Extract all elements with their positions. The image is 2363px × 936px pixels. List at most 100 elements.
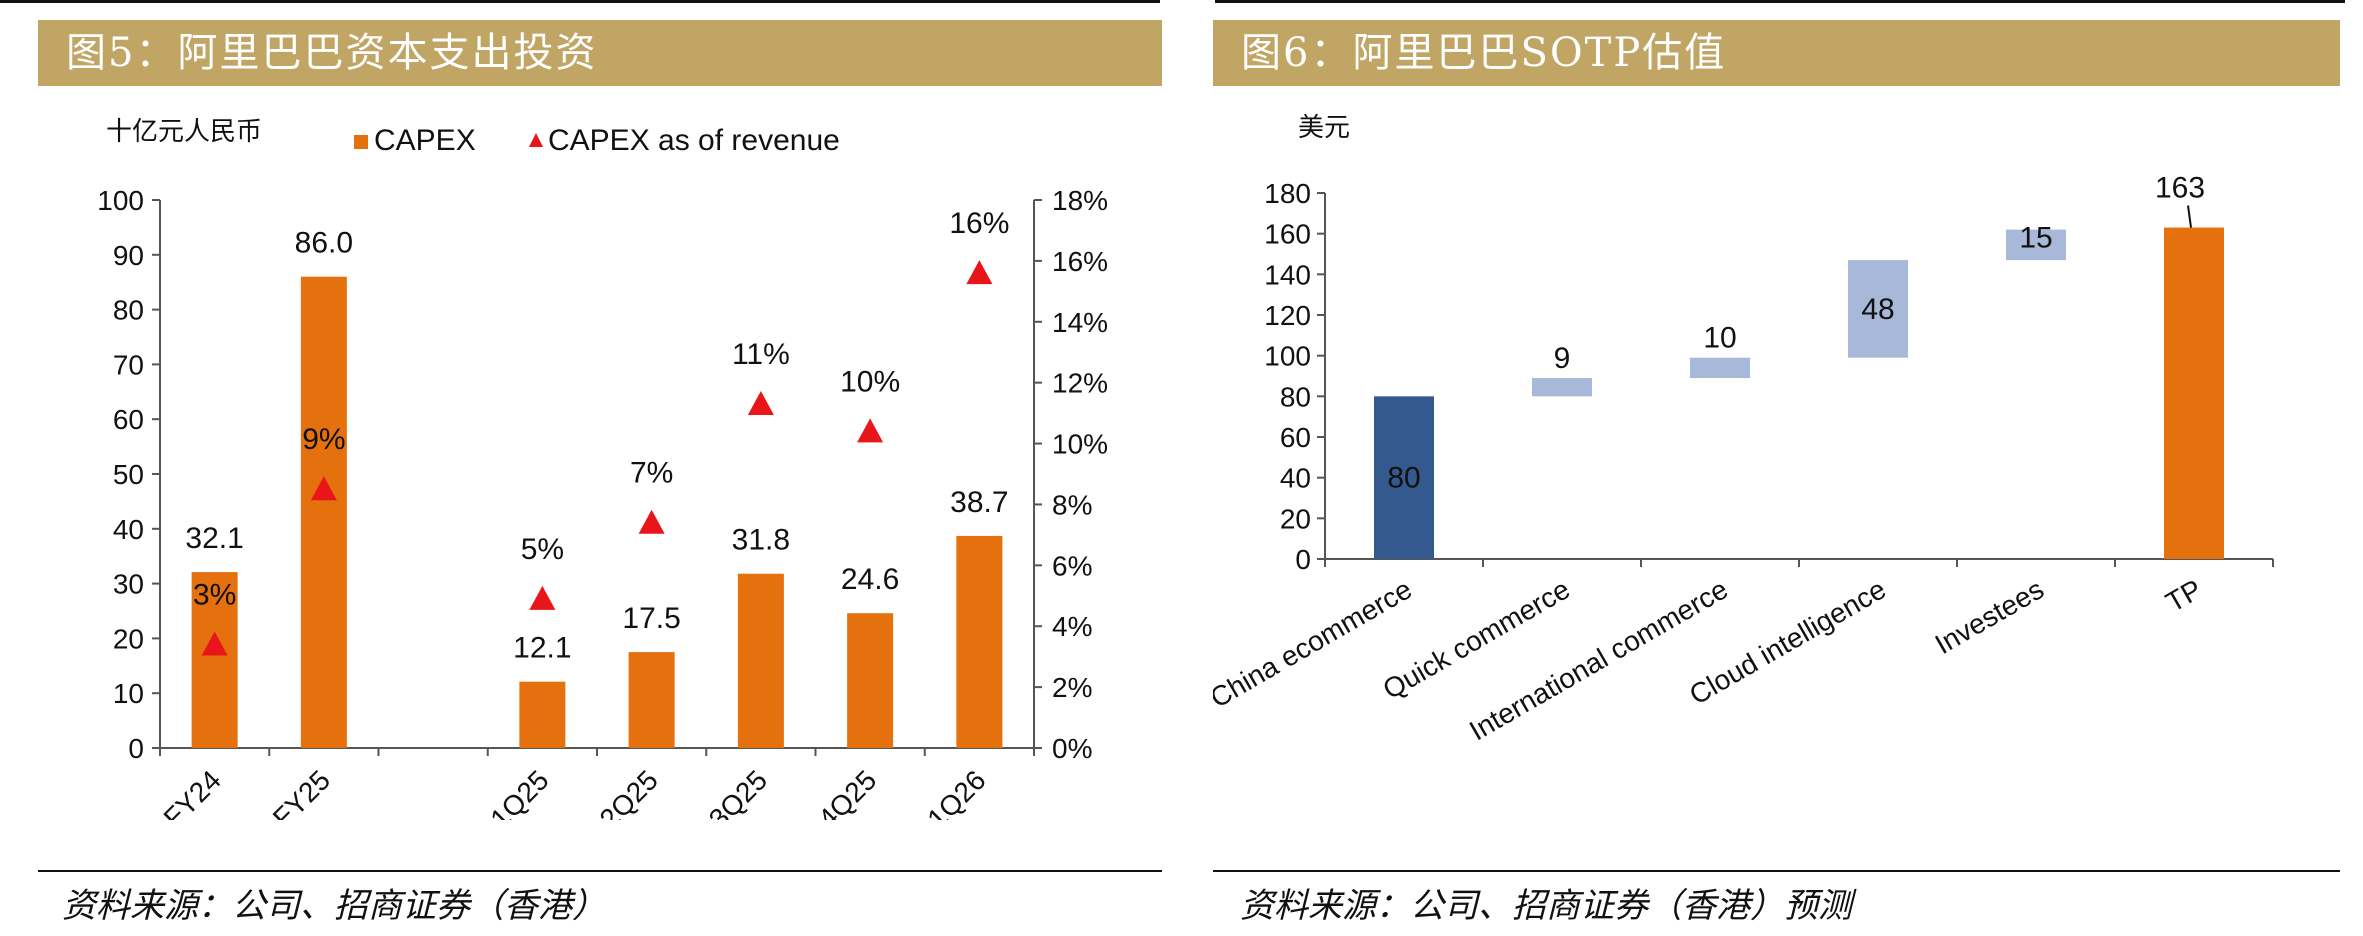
legend-swatch-capex bbox=[354, 135, 368, 149]
x-tick-label: International commerce bbox=[1464, 573, 1733, 746]
ratio-marker bbox=[966, 260, 993, 285]
capex-value-label: 31.8 bbox=[732, 524, 790, 557]
left-y-tick-label: 40 bbox=[113, 514, 144, 545]
sotp-value-label: 9 bbox=[1554, 342, 1571, 375]
sotp-value-label: 163 bbox=[2155, 172, 2205, 205]
right-y-tick-label: 6% bbox=[1052, 550, 1092, 581]
x-tick-label: 1Q25 bbox=[484, 764, 554, 820]
left-source-note: 资料来源：公司、招商证券（香港） bbox=[62, 886, 606, 926]
left-figure-title: 图5：阿里巴巴资本支出投资 bbox=[38, 20, 1162, 86]
ratio-markers: 3% 9% 5% 7% 11% 10% 16% bbox=[193, 207, 1009, 656]
right-y-tick-label: 12% bbox=[1052, 368, 1108, 399]
ratio-marker bbox=[310, 476, 337, 501]
right-y-tick-label: 0% bbox=[1052, 733, 1092, 764]
x-tick-label: 1Q26 bbox=[921, 764, 991, 820]
capex-bar bbox=[737, 573, 784, 748]
capex-bar bbox=[628, 652, 675, 748]
sotp-value-label: 48 bbox=[1861, 293, 1894, 326]
x-tick-label: 2Q25 bbox=[594, 764, 664, 820]
y-tick-label: 80 bbox=[1280, 381, 1311, 412]
capex-bar bbox=[956, 535, 1003, 748]
capex-bar bbox=[191, 572, 238, 748]
right-y-tick-label: 4% bbox=[1052, 611, 1092, 642]
right-y-tick-label: 18% bbox=[1052, 185, 1108, 216]
x-tick-label: FY24 bbox=[158, 764, 227, 820]
capex-bar bbox=[300, 276, 347, 748]
y-tick-label: 40 bbox=[1280, 463, 1311, 494]
sotp-bar bbox=[2006, 229, 2066, 261]
capex-value-label: 12.1 bbox=[513, 632, 571, 665]
capex-value-label: 24.6 bbox=[841, 563, 899, 596]
y-tick-label: 180 bbox=[1264, 178, 1311, 209]
capex-chart: 十亿元人民币 CAPEX CAPEX as of revenue 0 10 20 30… bbox=[97, 117, 1108, 820]
sotp-bars: 80 9 10 48 15 163 bbox=[1374, 172, 2224, 560]
left-y-tick-label: 20 bbox=[113, 623, 144, 654]
y-tick-label: 100 bbox=[1264, 341, 1311, 372]
capex-value-label: 17.5 bbox=[622, 602, 680, 635]
ratio-label: 3% bbox=[193, 578, 236, 611]
legend-label-capex: CAPEX bbox=[374, 124, 476, 157]
x-tick-label: 4Q25 bbox=[812, 764, 882, 820]
right-top-rule bbox=[1215, 0, 2345, 3]
capex-bars: 32.1 86.0 12.1 17.5 31.8 24.6 38.7 bbox=[185, 227, 1009, 748]
y-tick-label: 0 bbox=[1295, 544, 1311, 575]
legend-label-capex-ratio: CAPEX as of revenue bbox=[548, 124, 840, 157]
sotp-value-label: 10 bbox=[1703, 322, 1736, 355]
ratio-marker bbox=[747, 390, 774, 415]
ratio-marker bbox=[638, 509, 665, 534]
ratio-marker bbox=[201, 631, 228, 656]
sotp-bar bbox=[1374, 396, 1434, 559]
capex-bar bbox=[847, 613, 894, 748]
ratio-label: 11% bbox=[732, 338, 790, 371]
ratio-marker bbox=[529, 585, 556, 610]
y-tick-label: 120 bbox=[1264, 300, 1311, 331]
ratio-label: 7% bbox=[630, 457, 673, 490]
right-y-tick-label: 2% bbox=[1052, 672, 1092, 703]
y-tick-label: 160 bbox=[1264, 219, 1311, 250]
right-y-tick-label: 8% bbox=[1052, 489, 1092, 520]
left-y-tick-label: 90 bbox=[113, 240, 144, 271]
x-tick-label: 3Q25 bbox=[703, 764, 773, 820]
sotp-bar bbox=[1532, 378, 1592, 397]
left-y-tick-label: 30 bbox=[113, 569, 144, 600]
ratio-label: 16% bbox=[949, 207, 1009, 240]
left-y-tick-label: 70 bbox=[113, 349, 144, 380]
left-top-rule bbox=[0, 0, 1160, 3]
left-y-axis-unit: 十亿元人民币 bbox=[106, 117, 262, 147]
ratio-marker bbox=[857, 418, 884, 443]
left-y-tick-label: 10 bbox=[113, 678, 144, 709]
sotp-bar bbox=[2164, 227, 2224, 560]
left-y-tick-label: 80 bbox=[113, 295, 144, 326]
left-bottom-rule bbox=[38, 870, 1162, 872]
x-tick-label: FY25 bbox=[267, 764, 336, 820]
capex-value-label: 38.7 bbox=[950, 486, 1008, 519]
left-y-tick-label: 0 bbox=[128, 733, 144, 764]
y-tick-label: 60 bbox=[1280, 422, 1311, 453]
tp-leader-line bbox=[2187, 205, 2192, 228]
y-tick-label: 20 bbox=[1280, 503, 1311, 534]
right-y-axis-unit: 美元 bbox=[1298, 113, 1350, 143]
x-tick-label: Investees bbox=[1930, 573, 2049, 660]
right-source-note: 资料来源：公司、招商证券（香港）预测 bbox=[1240, 886, 1852, 926]
right-figure-title: 图6：阿里巴巴SOTP估值 bbox=[1213, 20, 2340, 86]
ratio-label: 9% bbox=[302, 423, 345, 456]
right-y-tick-label: 14% bbox=[1052, 307, 1108, 338]
right-y-tick-label: 10% bbox=[1052, 429, 1108, 460]
ratio-label: 5% bbox=[521, 533, 564, 566]
left-y-tick-label: 60 bbox=[113, 404, 144, 435]
capex-bar bbox=[519, 681, 566, 748]
legend-swatch-triangle bbox=[529, 133, 543, 147]
capex-value-label: 86.0 bbox=[295, 227, 353, 260]
left-y-tick-label: 100 bbox=[97, 185, 144, 216]
sotp-bar bbox=[1690, 357, 1750, 379]
sotp-bar bbox=[1848, 260, 1908, 358]
sotp-value-label: 80 bbox=[1387, 462, 1420, 495]
ratio-label: 10% bbox=[840, 365, 900, 398]
right-bottom-rule bbox=[1213, 870, 2340, 872]
chart-legend: CAPEX CAPEX as of revenue bbox=[354, 124, 840, 157]
x-tick-label: TP bbox=[2161, 573, 2207, 618]
right-y-tick-label: 16% bbox=[1052, 246, 1108, 277]
left-y-tick-label: 50 bbox=[113, 459, 144, 490]
